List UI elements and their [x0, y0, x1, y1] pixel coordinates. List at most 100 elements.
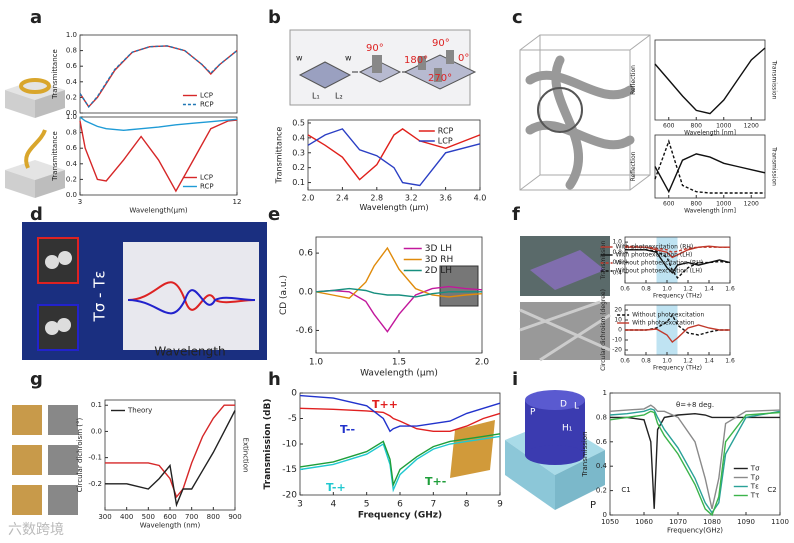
- series-line: [625, 245, 730, 259]
- y-axis-label: Circular dichroism (degree): [600, 289, 607, 371]
- x-tick-label: 600: [663, 201, 675, 208]
- metasurface-inset: [450, 420, 495, 478]
- y-tick-label: 1.0: [66, 31, 77, 39]
- x-tick-label: 3.2: [405, 194, 418, 203]
- diagram-label: 0°: [458, 53, 469, 64]
- diagram-label: P: [590, 500, 596, 511]
- diagram-label: L₂: [335, 92, 343, 101]
- plot-frame: [79, 34, 238, 114]
- x-tick-label: 1.2: [683, 286, 693, 293]
- series-line: [79, 119, 238, 193]
- series-line: [307, 128, 481, 187]
- y2-axis-label: Transmission: [771, 60, 778, 100]
- diagram-label: D: [560, 400, 567, 410]
- series-line: [299, 407, 501, 432]
- x-axis-label: Wavelength (μm): [359, 203, 428, 212]
- x-axis-label: Frequency (GHz): [358, 510, 442, 520]
- legend-label: Tσ: [750, 465, 760, 473]
- y-tick-label: 0.2: [66, 175, 77, 183]
- y-tick-label: 0.8: [66, 47, 77, 55]
- y-tick-label: -20: [282, 491, 297, 501]
- y-tick-label: 0.8: [612, 249, 622, 256]
- gyroid-illustration: [519, 34, 651, 191]
- legend-label: 3D LH: [425, 244, 452, 254]
- x-tick-label: 4: [330, 500, 336, 510]
- x-tick-label: 800: [691, 123, 703, 130]
- series-line: [315, 287, 482, 298]
- x-axis-label: Wavelength (μm): [360, 368, 438, 378]
- image-axis-label: Wavelength: [154, 345, 225, 359]
- x-axis-label: Wavelength(μm): [129, 206, 188, 214]
- y-tick-label: 0.1: [292, 178, 305, 187]
- y-tick-label: -0.1: [88, 454, 102, 462]
- panel-label: c: [512, 7, 523, 28]
- y-tick-label: 0.0: [66, 109, 77, 117]
- y-tick-label: -20: [612, 347, 622, 354]
- series-line: [654, 47, 766, 115]
- nanostructure-illustration: [12, 405, 78, 515]
- y-tick-label: -0.6: [295, 326, 313, 336]
- panel-label: b: [268, 7, 281, 28]
- legend-label: With photoexcitation: [632, 320, 695, 327]
- y-tick-label: 0.6: [66, 144, 78, 152]
- legend-label: Without photoexcitation (RH): [616, 260, 703, 267]
- x-tick-label: 600: [663, 123, 675, 130]
- series-line: [307, 128, 481, 181]
- y-axis-label: Circular dichroism (°): [76, 418, 84, 493]
- legend-label: Theory: [127, 407, 152, 415]
- legend-label: Without photoexcitation: [632, 312, 704, 319]
- series-line: [610, 412, 780, 509]
- x-tick-label: 5: [364, 500, 370, 510]
- series-line: [654, 153, 766, 194]
- y-axis-label: Transmission: [581, 431, 589, 477]
- y-tick-label: 20: [614, 307, 622, 314]
- plot-frame: [624, 236, 731, 284]
- series-line: [609, 410, 781, 517]
- plot-frame: [307, 119, 481, 191]
- y2-axis-label: Extinction: [242, 438, 250, 473]
- legend-label: With photoexcitation (LH): [616, 252, 693, 259]
- x-axis-label: Wavelength [nm]: [684, 208, 736, 215]
- x-tick-label: 1.2: [683, 358, 693, 365]
- legend-label: Without photoexcitation (LH): [616, 268, 703, 275]
- x-tick-label: 2.8: [370, 194, 383, 203]
- x-tick-label: 1.0: [309, 358, 324, 368]
- x-tick-label: 1.5: [392, 358, 406, 368]
- diagram-label: P: [530, 408, 536, 418]
- y-axis-label: Transmittance: [51, 131, 59, 182]
- panel-label: d: [30, 204, 43, 225]
- series-line: [625, 313, 730, 336]
- y-tick-label: 0.0: [66, 191, 77, 199]
- x-tick-label: 800: [207, 513, 220, 521]
- y-axis-label: Transmission (dB): [263, 399, 273, 490]
- y-tick-label: -10: [612, 337, 622, 344]
- y-axis-label: Transmittance: [275, 127, 284, 185]
- x-tick-label: 300: [98, 513, 111, 521]
- series-line: [299, 394, 501, 433]
- x-tick-label: 9: [497, 500, 503, 510]
- pattern-inset: [439, 265, 479, 307]
- diagram-label: L₁: [312, 92, 320, 101]
- y-tick-label: -5: [288, 414, 297, 424]
- legend-label: Tρ: [750, 474, 760, 482]
- annotation: θ=+8 deg.: [676, 401, 714, 409]
- x-tick-label: 4.0: [474, 194, 487, 203]
- panel-label: f: [512, 204, 520, 225]
- y-tick-label: 10: [614, 317, 622, 324]
- x-tick-label: 1000: [716, 201, 731, 208]
- x-tick-label: 1.0: [662, 286, 672, 293]
- x-tick-label: 0.8: [641, 286, 651, 293]
- y-tick-label: -15: [282, 465, 297, 475]
- x-tick-label: 6: [397, 500, 403, 510]
- plot-frame: [79, 116, 238, 196]
- y-tick-label: 0.0: [91, 427, 102, 435]
- x-tick-label: 0.8: [641, 358, 651, 365]
- x-tick-label: 1060: [635, 518, 653, 526]
- y-tick-label: 0.4: [612, 269, 622, 276]
- x-tick-label: 0.6: [620, 286, 630, 293]
- diagram-label: w: [296, 54, 303, 63]
- x-tick-label: 1090: [737, 518, 755, 526]
- y-tick-label: 0.2: [596, 487, 607, 495]
- legend-label: LCP: [200, 92, 213, 100]
